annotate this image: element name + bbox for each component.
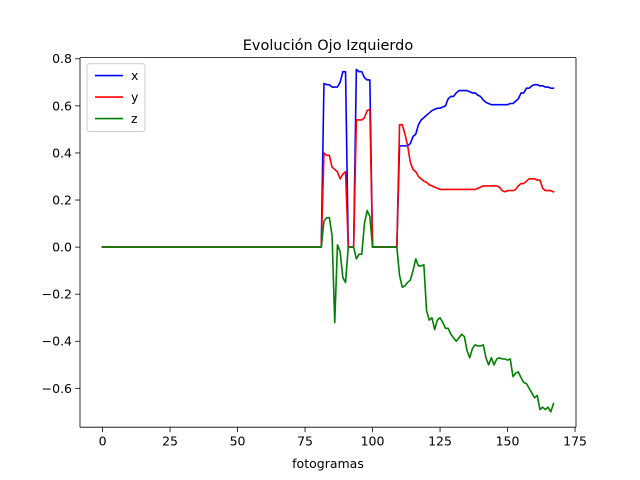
x-tick-label: 150 <box>496 434 520 449</box>
legend-label-x: x <box>131 68 138 83</box>
y-tick-label: 0.0 <box>52 240 72 255</box>
y-tick-label: 0.8 <box>52 51 72 66</box>
y-tick-label: −0.2 <box>42 287 72 302</box>
legend: xyz <box>86 63 146 133</box>
x-tick-label: 25 <box>162 434 178 449</box>
x-tick-label: 175 <box>563 434 587 449</box>
plot-area <box>101 68 555 413</box>
x-tick-label: 0 <box>99 434 107 449</box>
axes: 0 25 50 75 100 125 150 175 −0.6 −0.4 −0.2 0.0 0.2 0.4… <box>42 51 587 449</box>
x-tick-label: 100 <box>361 434 385 449</box>
legend-label-y: y <box>131 90 139 105</box>
y-tick-label: −0.4 <box>42 334 72 349</box>
series-line-y <box>101 108 555 248</box>
y-tick-label: −0.6 <box>42 381 72 396</box>
y-tick-label: 0.4 <box>52 145 72 160</box>
x-axis-label: fotogramas <box>292 456 364 471</box>
chart-title: Evolución Ojo Izquierdo <box>243 38 414 54</box>
x-tick-label: 50 <box>230 434 246 449</box>
x-tick-label: 125 <box>428 434 452 449</box>
y-tick-label: 0.6 <box>52 98 72 113</box>
legend-label-z: z <box>131 111 138 126</box>
x-tick-label: 75 <box>297 434 313 449</box>
y-tick-label: 0.2 <box>52 192 72 207</box>
series-line-z <box>101 209 555 413</box>
